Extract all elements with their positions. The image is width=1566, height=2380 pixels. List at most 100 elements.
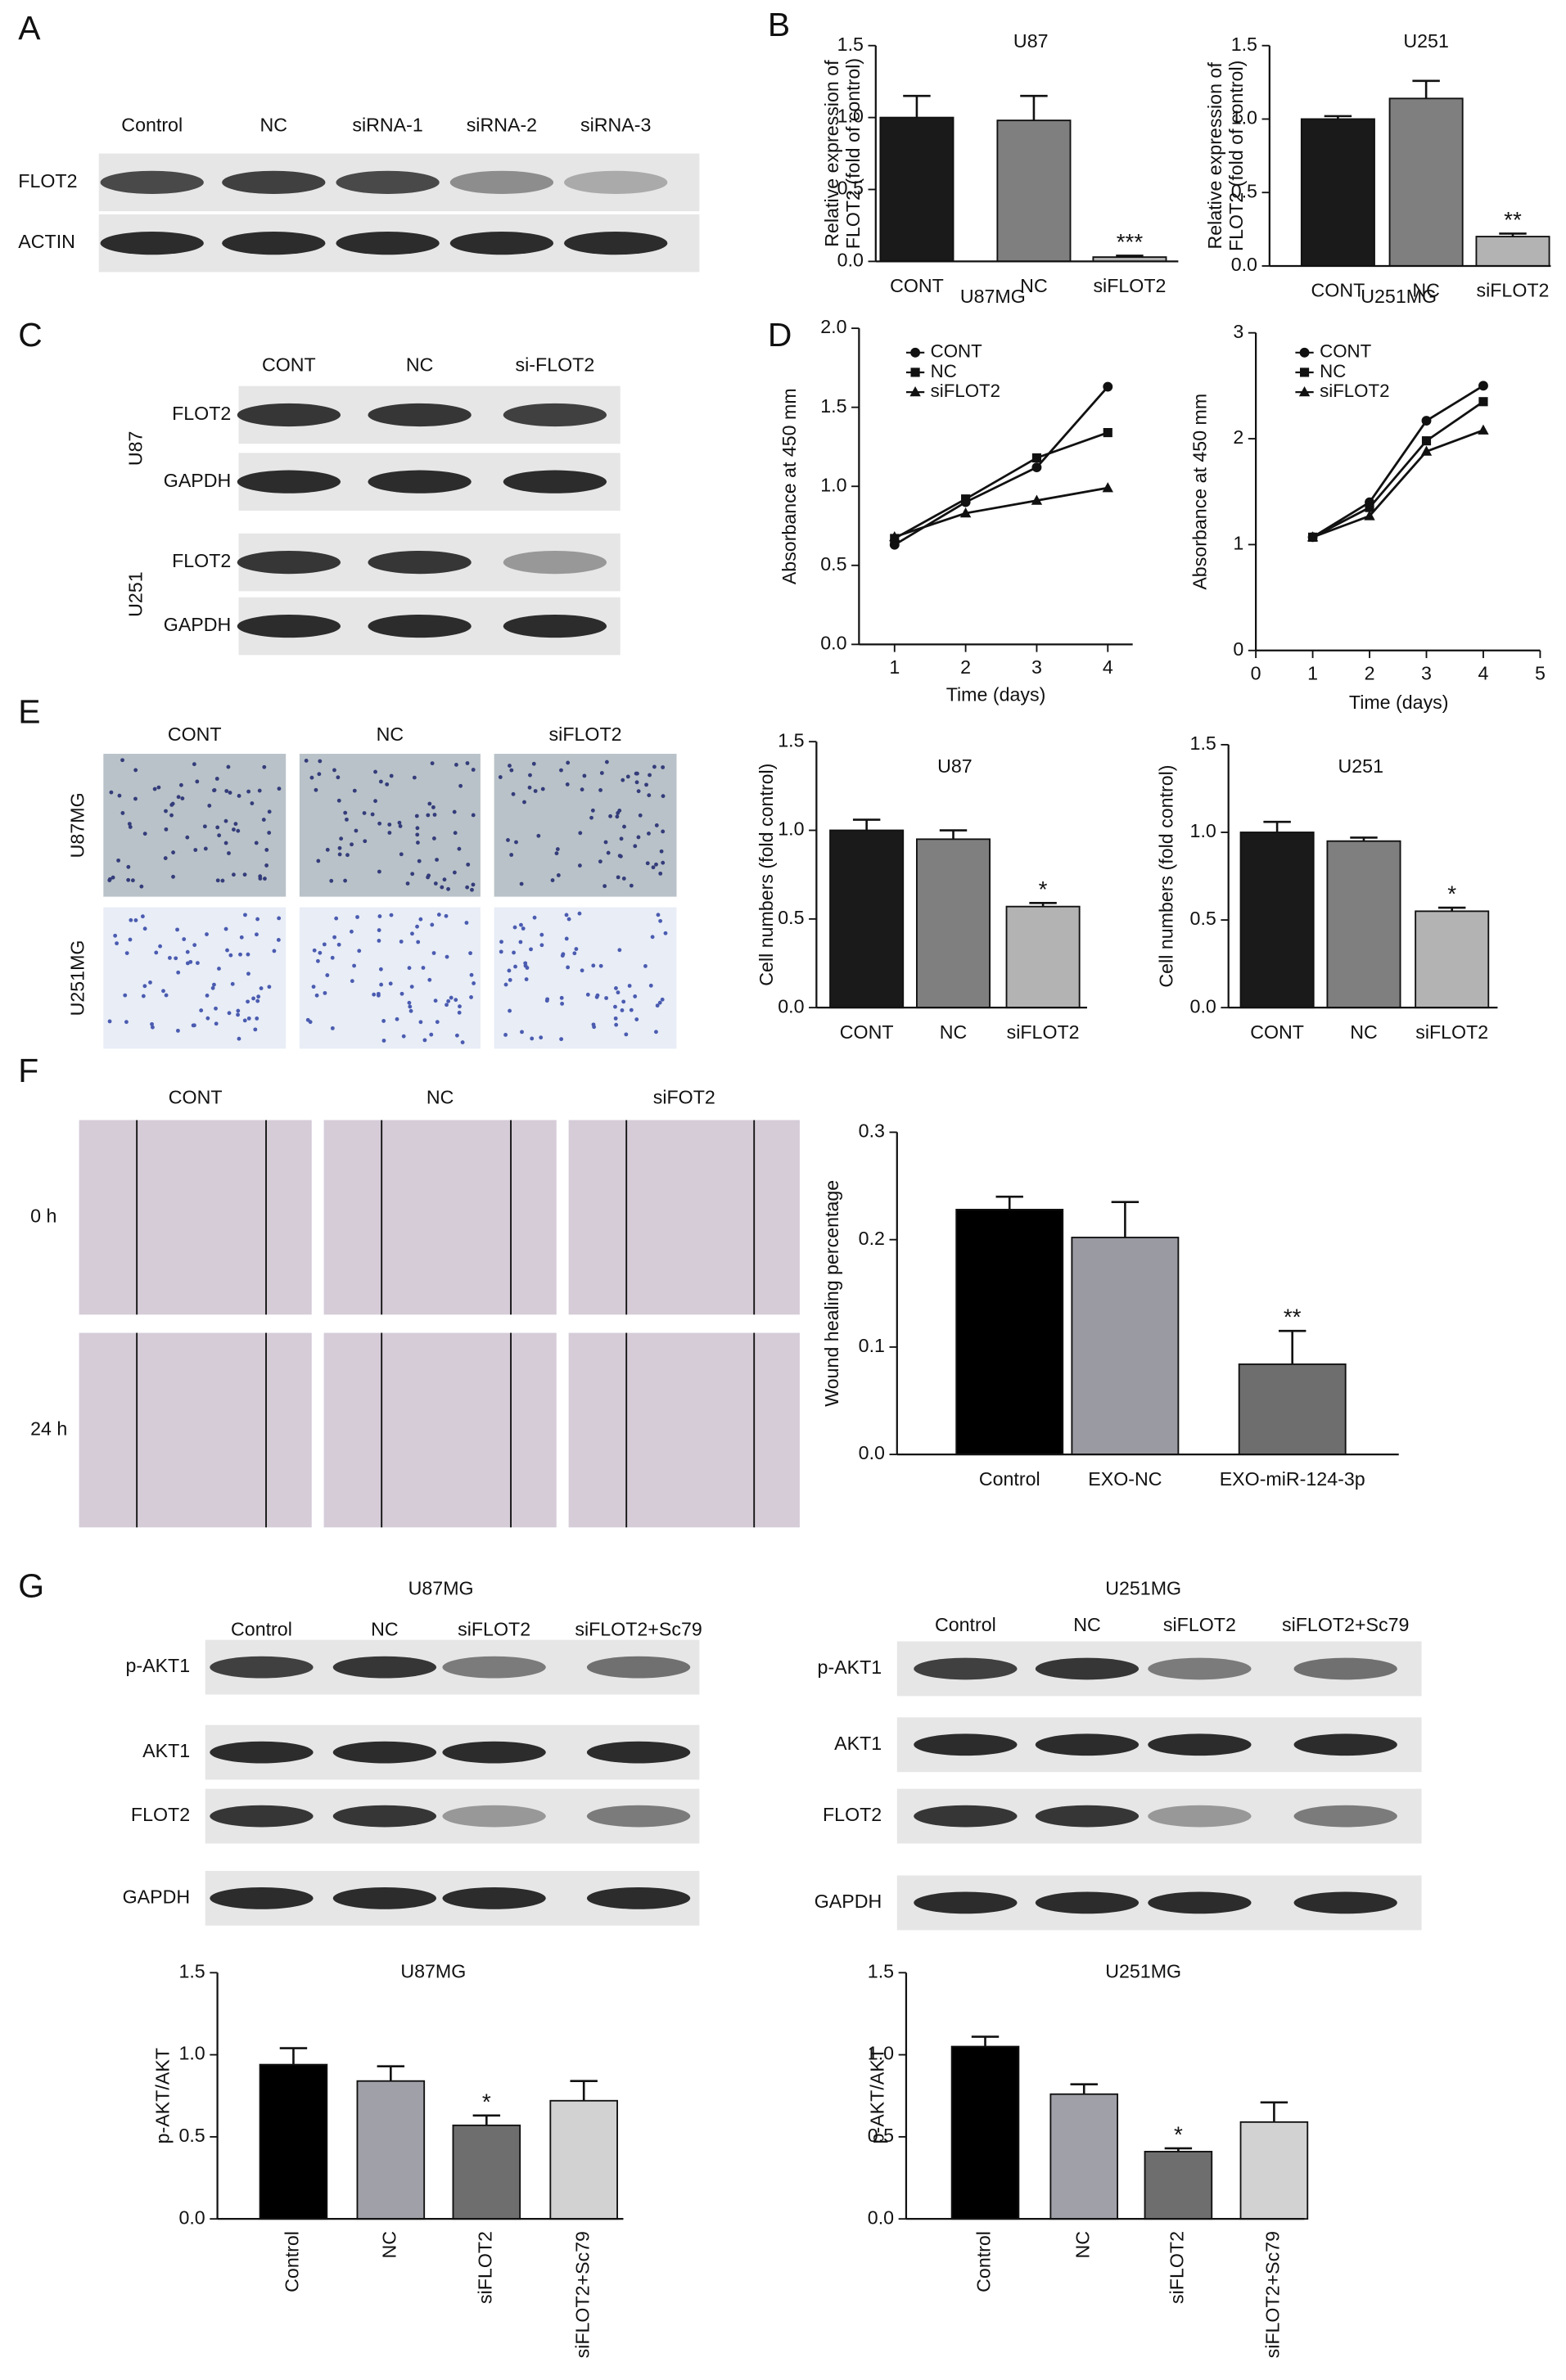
cell	[116, 858, 121, 863]
cell	[457, 846, 462, 851]
blot-band	[1293, 1733, 1397, 1756]
cell	[622, 824, 626, 829]
cell	[164, 809, 168, 814]
lane-label: NC	[260, 114, 288, 135]
lane-label: siFLOT2	[458, 1619, 530, 1640]
cell	[539, 1035, 544, 1040]
cell	[421, 966, 426, 970]
cell	[178, 782, 183, 787]
y-tick-label: 0.0	[820, 632, 846, 653]
bar	[1071, 1237, 1180, 1456]
micrograph	[568, 1332, 800, 1528]
blot-band	[564, 232, 668, 255]
row-label: FLOT2	[172, 550, 231, 571]
cell	[169, 813, 174, 818]
marker	[1298, 386, 1311, 397]
cell	[169, 803, 174, 807]
cell	[111, 875, 115, 880]
cell	[246, 1016, 251, 1021]
cell	[452, 809, 457, 814]
cell	[661, 765, 666, 769]
marker	[1478, 381, 1488, 391]
cell	[621, 877, 626, 881]
column-label: CONT	[169, 1087, 223, 1108]
blot-band	[442, 1656, 546, 1679]
y-tick-label: 0.2	[859, 1228, 885, 1249]
x-tick-label: siFLOT2	[1167, 2231, 1188, 2304]
cell	[652, 764, 657, 769]
cell	[385, 782, 390, 787]
cell	[446, 998, 451, 1003]
panel-letter: F	[18, 1052, 38, 1089]
cell	[598, 963, 603, 968]
y-tick-label: 0.0	[837, 250, 864, 271]
bar	[1300, 118, 1375, 267]
cell	[655, 1003, 660, 1008]
cell	[401, 1034, 406, 1039]
cell	[435, 1020, 440, 1025]
cell	[533, 789, 538, 793]
cell	[237, 794, 241, 798]
blot-band	[100, 232, 204, 255]
cell	[648, 773, 652, 778]
error-bar	[1350, 836, 1378, 841]
cell	[454, 762, 458, 767]
significance: ***	[1117, 229, 1144, 255]
legend-label: siFLOT2	[931, 381, 1000, 401]
legend-label: CONT	[1320, 341, 1371, 362]
lane-label: NC	[406, 354, 434, 376]
x-tick-label: siFLOT2	[1007, 1021, 1080, 1043]
cell	[566, 965, 571, 970]
y-tick-label: 1.5	[820, 395, 846, 417]
y-axis-label: Absorbance at 450 mm	[1189, 394, 1210, 590]
cell	[619, 836, 624, 841]
cell	[228, 791, 232, 795]
cell	[431, 951, 436, 955]
panel-letter: B	[768, 6, 790, 43]
y-tick-label: 1.5	[1231, 34, 1257, 55]
cell	[415, 826, 420, 831]
panel-letter: G	[18, 1566, 44, 1604]
cell	[167, 956, 172, 960]
cell	[408, 1008, 413, 1013]
cell	[511, 791, 516, 796]
cell	[503, 982, 508, 987]
cell	[130, 878, 135, 883]
cell	[272, 949, 277, 953]
error-bar	[1164, 2147, 1193, 2152]
blot-band	[222, 232, 326, 255]
error-bar	[1278, 1329, 1307, 1364]
cell	[176, 1028, 180, 1033]
cell	[164, 993, 169, 998]
cell	[636, 789, 641, 794]
cell	[591, 1022, 596, 1027]
cell	[267, 831, 272, 835]
cell	[427, 801, 432, 806]
bar	[996, 119, 1072, 263]
y-tick-label: 1.0	[820, 474, 846, 495]
cell	[470, 887, 474, 892]
cell	[426, 873, 431, 878]
cell	[446, 886, 450, 891]
cell	[465, 761, 470, 765]
cell	[128, 825, 133, 829]
blot-band	[442, 1741, 546, 1764]
cell	[471, 768, 476, 772]
chart-title: U251MG	[1105, 1960, 1181, 1981]
cell	[521, 926, 526, 931]
cell	[373, 769, 377, 774]
cell	[522, 800, 526, 805]
cell	[246, 952, 250, 957]
cell	[559, 1037, 564, 1042]
cell	[589, 815, 593, 820]
bar	[829, 829, 905, 1009]
cell	[414, 814, 419, 818]
blot-band	[586, 1741, 691, 1764]
cell	[469, 972, 474, 977]
blot-band	[1148, 1657, 1252, 1680]
cell	[232, 827, 236, 832]
cell	[445, 1003, 449, 1007]
marker	[910, 367, 920, 377]
blot-band	[914, 1657, 1018, 1680]
cell	[519, 881, 524, 886]
